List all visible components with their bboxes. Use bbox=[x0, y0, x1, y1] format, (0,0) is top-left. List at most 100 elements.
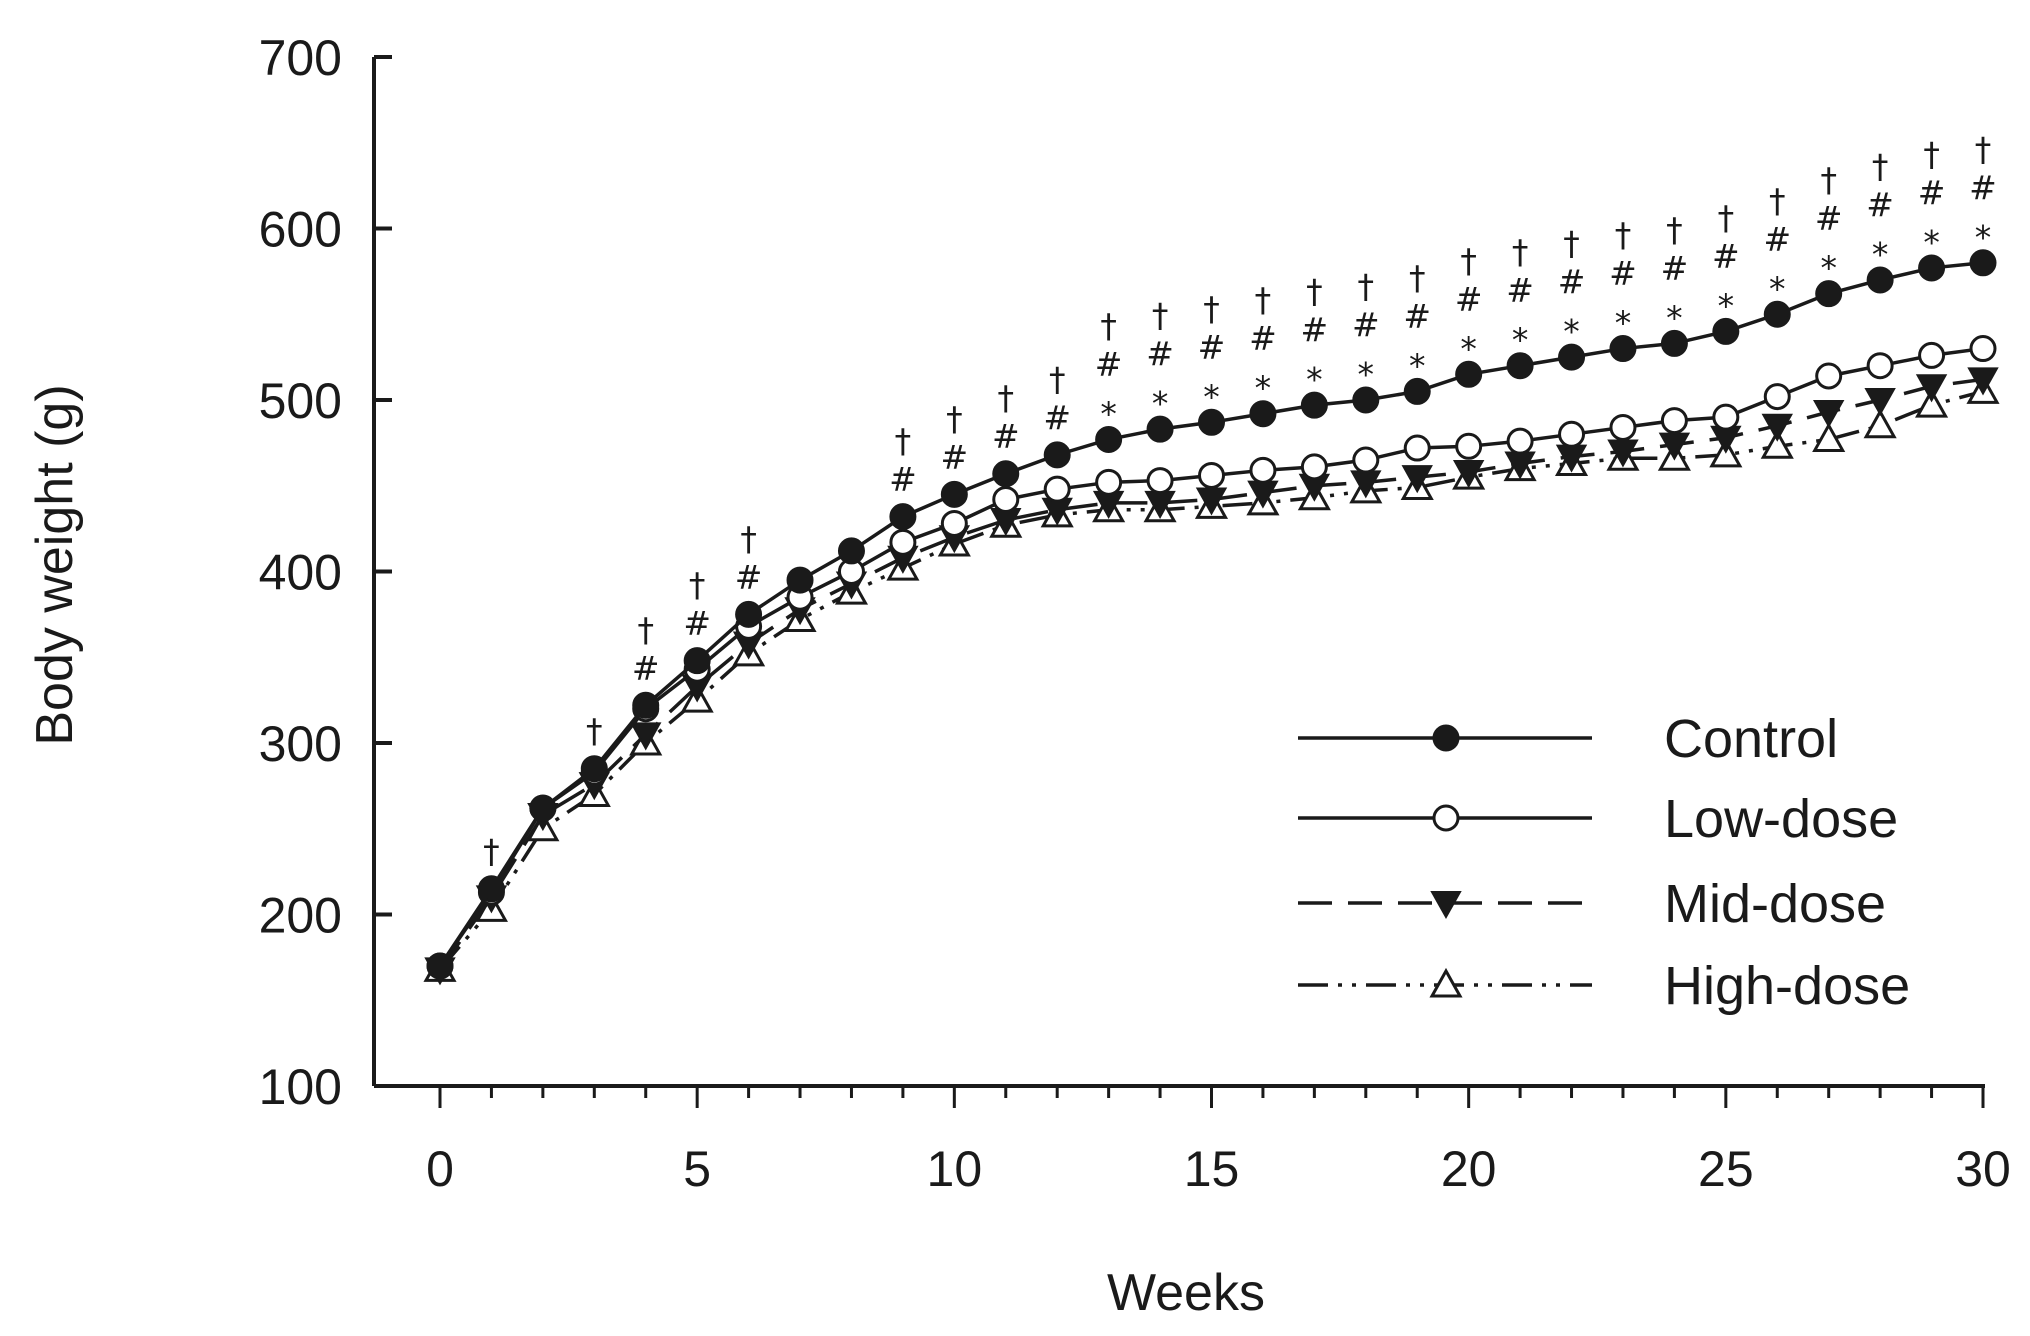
data-point bbox=[992, 485, 1020, 513]
data-point bbox=[1712, 403, 1740, 431]
data-point bbox=[940, 509, 968, 537]
dagger-mark: † bbox=[1358, 267, 1375, 306]
dagger-mark: † bbox=[1409, 258, 1426, 297]
data-point bbox=[1146, 467, 1174, 495]
y-axis-title: Body weight (g) bbox=[26, 384, 84, 745]
data-point bbox=[940, 480, 968, 508]
asterisk-mark: * bbox=[1615, 304, 1632, 343]
dagger-mark: † bbox=[1049, 360, 1066, 399]
data-point bbox=[1300, 453, 1328, 481]
data-point bbox=[1967, 367, 1999, 396]
x-axis-title: Weeks bbox=[1107, 1264, 1265, 1322]
data-point bbox=[1558, 343, 1586, 371]
hash-mark: # bbox=[632, 648, 660, 687]
dagger-mark: † bbox=[1923, 135, 1940, 174]
dagger-mark: † bbox=[946, 399, 963, 438]
y-tick-label: 200 bbox=[259, 888, 342, 944]
hash-mark: # bbox=[1763, 219, 1791, 258]
data-point bbox=[1915, 388, 1949, 418]
hash-mark: # bbox=[1403, 296, 1431, 335]
dagger-mark: † bbox=[1769, 181, 1786, 220]
data-point bbox=[1609, 413, 1637, 441]
data-point bbox=[1403, 434, 1431, 462]
data-point bbox=[1558, 420, 1586, 448]
data-point bbox=[1660, 329, 1688, 357]
asterisk-mark: * bbox=[1666, 298, 1683, 337]
data-point bbox=[1812, 400, 1845, 429]
y-tick-label: 400 bbox=[259, 545, 342, 601]
hash-mark: # bbox=[1609, 254, 1637, 293]
series-control bbox=[426, 249, 1997, 980]
data-point bbox=[992, 460, 1020, 488]
asterisk-mark: * bbox=[1975, 218, 1992, 257]
legend-label: Mid-dose bbox=[1664, 874, 1886, 934]
data-point bbox=[1146, 415, 1174, 443]
data-point bbox=[529, 794, 557, 822]
data-point bbox=[1760, 429, 1794, 459]
y-tick-label: 700 bbox=[259, 30, 342, 86]
y-tick-label: 500 bbox=[259, 373, 342, 429]
data-point bbox=[1506, 352, 1534, 380]
data-point bbox=[426, 952, 454, 980]
y-tick-label: 600 bbox=[259, 202, 342, 258]
data-point bbox=[1761, 413, 1793, 442]
dagger-mark: † bbox=[637, 610, 654, 649]
legend-label: High-dose bbox=[1664, 956, 1910, 1016]
hash-mark: # bbox=[1146, 334, 1174, 373]
asterisk-mark: * bbox=[1460, 329, 1477, 368]
data-point bbox=[1455, 432, 1483, 460]
hash-mark: # bbox=[992, 417, 1020, 456]
asterisk-mark: * bbox=[1306, 360, 1323, 399]
data-point bbox=[1660, 407, 1688, 435]
dagger-mark: † bbox=[1563, 224, 1580, 263]
hash-mark: # bbox=[889, 460, 917, 499]
hash-mark: # bbox=[1918, 173, 1946, 212]
data-point bbox=[1352, 386, 1380, 414]
asterisk-mark: * bbox=[1152, 384, 1169, 423]
data-point bbox=[1198, 408, 1225, 436]
asterisk-mark: * bbox=[1872, 235, 1889, 274]
data-point bbox=[1812, 422, 1846, 452]
dagger-mark: † bbox=[1100, 306, 1117, 345]
asterisk-mark: * bbox=[1820, 249, 1837, 288]
legend-item-high-dose: High-dose bbox=[1298, 956, 1910, 1016]
series-line bbox=[438, 261, 1984, 967]
dagger-mark: † bbox=[1820, 161, 1837, 200]
dagger-mark: † bbox=[998, 379, 1015, 418]
data-point bbox=[1247, 480, 1279, 509]
hash-mark: # bbox=[1558, 262, 1586, 301]
data-point bbox=[786, 566, 814, 594]
dagger-mark: † bbox=[483, 832, 500, 871]
data-point bbox=[1506, 427, 1534, 455]
asterisk-mark: * bbox=[1358, 355, 1375, 394]
data-point bbox=[1866, 352, 1894, 380]
dagger-mark: † bbox=[895, 422, 912, 461]
dagger-mark: † bbox=[1975, 130, 1992, 169]
hash-mark: # bbox=[1969, 168, 1997, 207]
data-point bbox=[1249, 400, 1277, 428]
dagger-mark: † bbox=[1306, 272, 1323, 311]
data-point bbox=[1815, 362, 1843, 390]
dagger-mark: † bbox=[1255, 281, 1272, 320]
hash-mark: # bbox=[941, 437, 969, 476]
asterisk-mark: * bbox=[1563, 312, 1580, 351]
data-point bbox=[1969, 249, 1997, 277]
data-point bbox=[580, 755, 608, 783]
y-tick-label: 100 bbox=[259, 1059, 342, 1115]
axes: 100 200 300 400 500 600 700 0 5 10 15 20 25 30 bbox=[259, 30, 2011, 1197]
data-point bbox=[1403, 377, 1431, 405]
dagger-mark: † bbox=[1718, 198, 1735, 237]
asterisk-mark: * bbox=[1409, 346, 1426, 385]
data-point bbox=[1815, 280, 1843, 308]
legend-label: Control bbox=[1664, 709, 1838, 769]
dagger-mark: † bbox=[1666, 210, 1683, 249]
data-point bbox=[1863, 408, 1897, 439]
data-point bbox=[1918, 341, 1946, 369]
asterisk-mark: * bbox=[1769, 269, 1786, 308]
dagger-mark: † bbox=[1460, 241, 1477, 280]
hash-mark: # bbox=[1455, 279, 1483, 318]
data-point bbox=[1763, 300, 1791, 328]
hash-mark: # bbox=[683, 604, 711, 643]
asterisk-mark: * bbox=[1923, 223, 1940, 262]
